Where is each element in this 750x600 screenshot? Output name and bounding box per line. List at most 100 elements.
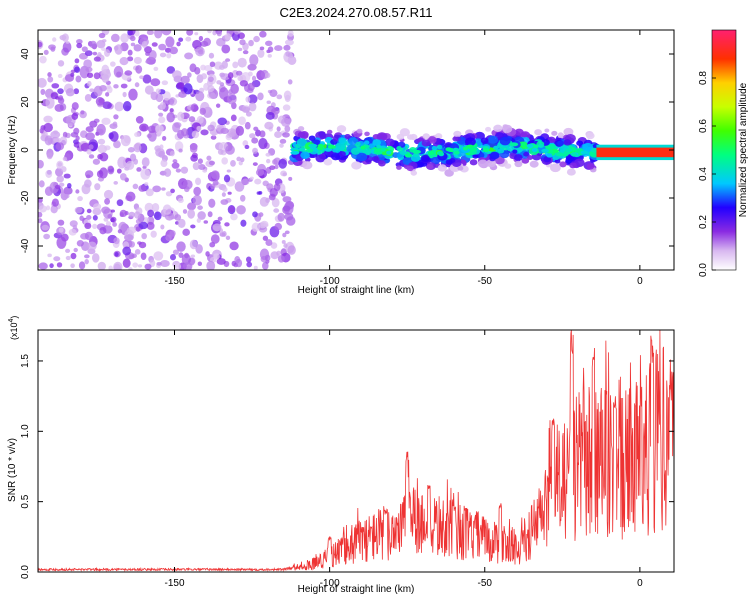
heatmap-cell [247, 94, 258, 104]
heatmap-cell [40, 88, 46, 95]
heatmap-cell [249, 133, 256, 139]
heatmap-cell [113, 140, 121, 149]
heatmap-cell [208, 76, 214, 82]
heatmap-cell [87, 241, 97, 251]
heatmap-cell [101, 117, 111, 125]
heatmap-cell [211, 130, 217, 137]
heatmap-cell [158, 112, 164, 117]
heatmap-cell [284, 230, 290, 235]
heatmap-cell [282, 205, 291, 212]
snr-y-axis: 0.0 0.5 1.0 1.5 [20, 354, 674, 579]
heatmap-cell [251, 137, 259, 144]
heatmap-cell [236, 205, 246, 215]
heatmap-cell [50, 92, 59, 100]
heatmap-cell [43, 49, 49, 55]
heatmap-cell [139, 123, 149, 132]
heatmap-cell [237, 75, 244, 82]
heatmap-cell [77, 195, 83, 202]
y-tick-label: 1.0 [20, 424, 31, 438]
heatmap-cell [92, 158, 101, 165]
heatmap-cell [107, 165, 115, 175]
heatmap-cell [132, 183, 139, 190]
heatmap-cell [117, 156, 127, 169]
heatmap-cell [170, 254, 177, 261]
heatmap-cell [242, 50, 249, 55]
heatmap-cell [210, 234, 220, 244]
heatmap-cell [57, 60, 65, 67]
heatmap-cell [420, 154, 430, 163]
heatmap-cell [282, 196, 292, 203]
heatmap-cell [102, 101, 112, 109]
heatmap-cell [330, 153, 341, 161]
heatmap-cell [266, 100, 272, 105]
heatmap-cell [122, 258, 131, 268]
heatmap-cell [182, 228, 190, 236]
heatmap-cell [195, 244, 203, 254]
x-tick-label: 0 [637, 578, 643, 589]
heatmap-cell [277, 212, 285, 222]
heatmap-cell [104, 145, 111, 151]
heatmap-cell [421, 139, 431, 147]
y-tick-label: 0.0 [20, 565, 31, 579]
heatmap-cell [172, 159, 178, 164]
heatmap-cell [169, 46, 178, 55]
heatmap-cell [147, 125, 157, 134]
heatmap-cell [169, 150, 175, 157]
heatmap-cell [323, 158, 333, 166]
heatmap-cell [543, 156, 552, 163]
heatmap-cell [249, 176, 254, 180]
heatmap-cell [142, 74, 152, 84]
heatmap-cell [220, 199, 229, 205]
heatmap-cell [190, 224, 196, 229]
heatmap-cell [84, 258, 89, 265]
heatmap-cell [186, 30, 194, 36]
heatmap-cell [141, 157, 150, 167]
heatmap-cell [258, 137, 268, 150]
heatmap-cell [166, 112, 175, 123]
snr-y-multiplier: (x104) [8, 316, 19, 340]
y-tick-label: 20 [20, 96, 31, 108]
heatmap-cell [86, 215, 92, 220]
heatmap-cell [209, 242, 216, 248]
heatmap-cell [162, 91, 171, 101]
heatmap-cell [469, 159, 478, 166]
heatmap-cell [158, 43, 167, 51]
spectrogram-x-label: Height of straight line (km) [298, 285, 415, 296]
heatmap-cell [534, 129, 543, 136]
heatmap-cell [297, 131, 306, 138]
heatmap-cell [529, 160, 539, 168]
heatmap-cell [273, 208, 280, 213]
x-tick-label: -50 [478, 578, 493, 589]
heatmap-cell [206, 260, 216, 270]
colorbar: 0.0 0.2 0.4 0.6 0.8 Normalized spectral ampl… [698, 29, 749, 277]
heatmap-cell [162, 135, 167, 141]
heatmap-cell [197, 164, 206, 170]
heatmap-cell [371, 156, 379, 162]
heatmap-cell [56, 236, 67, 249]
heatmap-cell [227, 93, 237, 105]
heatmap-cell [255, 168, 265, 177]
heatmap-cell [437, 164, 447, 172]
heatmap-cell [533, 144, 539, 149]
heatmap-cell [521, 132, 528, 138]
heatmap-cell [506, 145, 515, 152]
heatmap-cell [274, 45, 283, 52]
heatmap-cell [162, 204, 172, 215]
heatmap-cell [278, 158, 287, 169]
heatmap-cell [187, 202, 197, 211]
heatmap-cell [127, 56, 134, 62]
heatmap-cell [76, 38, 83, 45]
heatmap-cell [59, 182, 65, 187]
heatmap-cell [141, 232, 147, 240]
heatmap-cell [203, 220, 209, 224]
heatmap-cell [197, 261, 203, 266]
heatmap-cell [192, 162, 200, 171]
heatmap-cell [239, 39, 246, 46]
heatmap-cell [38, 77, 47, 88]
heatmap-cell [114, 44, 123, 55]
heatmap-cell [86, 148, 92, 155]
heatmap-cell [184, 52, 194, 60]
heatmap-cell [282, 172, 288, 177]
heatmap-cell [46, 152, 53, 160]
heatmap-cell [57, 97, 65, 105]
